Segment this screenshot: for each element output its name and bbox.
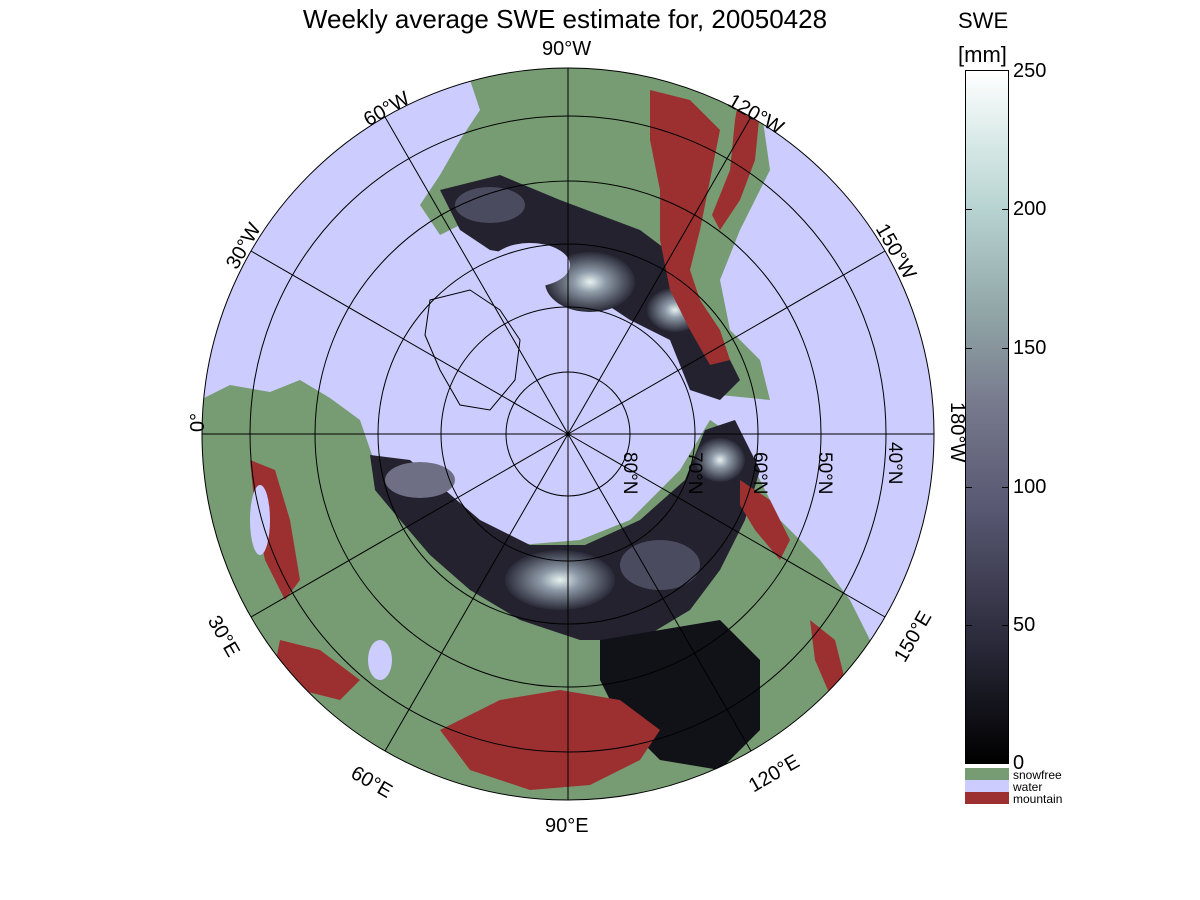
mountain-central-asia [440,690,660,790]
colorbar-tickmark [1002,487,1008,488]
colorbar-tick-0: 0 [1013,752,1025,774]
colorbar-tickmark [1002,348,1008,349]
colorbar-tick-250: 250 [1013,60,1047,82]
colorbar-tickmark [966,348,972,349]
hudson-bay [490,243,570,287]
colorbar-title-line2: [mm] [958,42,1007,67]
swe-colorbar [965,70,1009,764]
map-title: Weekly average SWE estimate for, 2005042… [302,4,828,34]
map-boundary [201,67,935,801]
colorbar-tick-100: 100 [1013,476,1047,498]
lat-label-50n: 50°N [814,452,835,495]
lon-label-90w: 90°W [542,38,592,60]
lat-label-40n: 40°N [884,442,905,485]
lon-label-90e: 90°E [545,815,589,837]
colorbar-tickmark [966,209,972,210]
lat-label-80n: 80°N [619,452,640,495]
snow-peak-eu-2 [695,438,745,482]
category-label-mountain: mountain [1013,792,1063,806]
snow-peak-eu-1 [505,550,615,610]
category-swatch-mountain [965,792,1009,804]
category-label-water: water [1013,780,1043,794]
snow-peak-eu-3 [385,462,455,498]
colorbar-tickmark [1002,625,1008,626]
baltic-sea [250,485,270,555]
category-swatch-water [965,780,1009,792]
snow-peak-na-3 [455,187,525,223]
mountain-rockies [650,90,730,365]
category-label-snowfree: snowfree [1013,768,1062,782]
snow-peak-eu-4 [620,540,700,590]
lon-label-0: 0° [187,412,209,432]
mountain-east-siberia [740,480,790,560]
caspian-sea [368,640,392,680]
mountain-kamchatka [810,620,845,695]
mountain-coast-range [712,90,760,230]
colorbar-tickmark [966,625,972,626]
lat-label-70n: 70°N [684,452,705,495]
colorbar-tick-50: 50 [1013,614,1036,636]
colorbar-tick-200: 200 [1013,198,1047,220]
colorbar-tick-150: 150 [1013,337,1047,359]
category-swatch-snowfree [965,768,1009,780]
colorbar-title-line1: SWE [958,8,1009,33]
colorbar-title: SWE [mm] [958,4,1008,72]
meridians [202,68,934,800]
colorbar-tickmark [1002,209,1008,210]
lat-label-60n: 60°N [749,452,770,495]
colorbar-tickmark [966,487,972,488]
